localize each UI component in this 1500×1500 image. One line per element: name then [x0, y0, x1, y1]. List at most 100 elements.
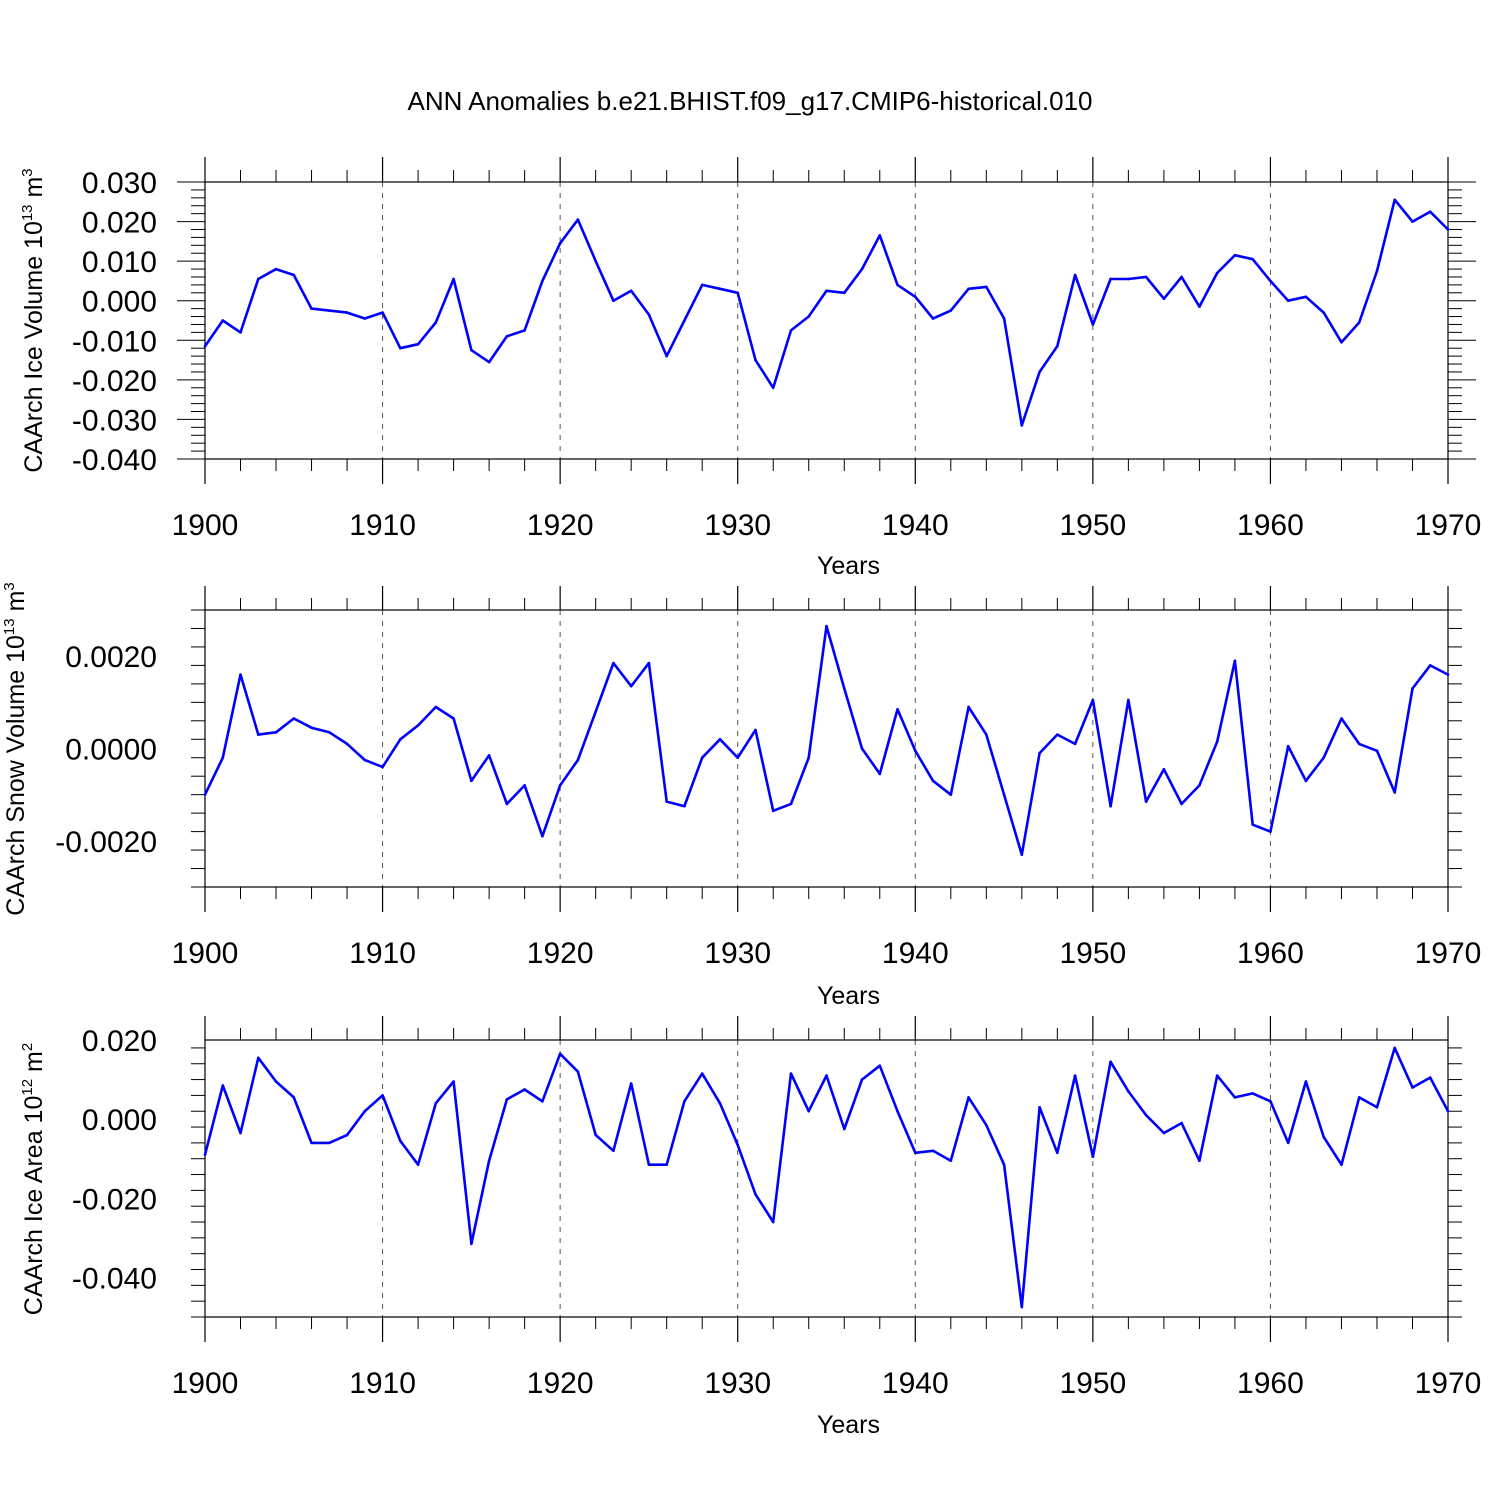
data-point	[310, 307, 313, 310]
y-title-unit: m	[20, 177, 48, 205]
data-point	[328, 309, 331, 312]
x-tick-label: 1900	[172, 1367, 239, 1400]
data-point	[1340, 340, 1343, 344]
x-tick-label: 1950	[1059, 937, 1126, 970]
data-point	[1020, 853, 1024, 856]
data-point	[612, 299, 615, 303]
data-point	[1340, 717, 1343, 720]
data-point	[1428, 664, 1432, 667]
data-point	[1162, 297, 1166, 301]
data-point	[1144, 1113, 1148, 1117]
data-point	[1020, 424, 1024, 427]
data-point	[842, 291, 846, 295]
x-tick-label: 1930	[704, 1367, 771, 1400]
data-point	[860, 1078, 864, 1081]
data-point	[1428, 1076, 1432, 1079]
data-point	[1411, 220, 1414, 223]
data-point	[558, 242, 562, 245]
data-point	[381, 1094, 384, 1097]
data-point	[1375, 749, 1379, 753]
y-axis-title: CAArch Ice Area 1012 m2	[19, 1043, 48, 1315]
data-point	[1038, 751, 1041, 755]
data-point	[1233, 1096, 1237, 1099]
data-point	[523, 329, 526, 332]
data-point	[292, 717, 296, 720]
data-point	[683, 319, 686, 322]
y-title-exponent: 13	[19, 204, 36, 221]
x-tick-label: 1940	[882, 1367, 949, 1400]
data-point	[1056, 344, 1059, 348]
x-axis-title: Years	[817, 552, 880, 580]
data-point	[1269, 279, 1272, 283]
data-point	[541, 1100, 544, 1103]
y-tick-label: 0.000	[82, 1104, 157, 1137]
data-point	[203, 1153, 207, 1157]
data-point	[399, 346, 402, 350]
data-point	[860, 267, 864, 271]
data-point	[1073, 273, 1077, 277]
data-point	[434, 705, 438, 709]
data-point	[1304, 779, 1308, 783]
data-point	[1162, 1131, 1166, 1135]
data-point	[985, 733, 988, 736]
data-point	[771, 809, 775, 813]
panels: -0.040 -0.030 -0.020 -0.010 0.000 0.010 0.020 0…	[1, 157, 1481, 1439]
y-tick-label: 0.000	[82, 286, 157, 319]
data-point	[842, 687, 846, 690]
data-point	[807, 1109, 811, 1113]
y-title-main: CAArch Ice Area 10	[20, 1096, 48, 1316]
data-point	[913, 749, 917, 753]
data-point	[274, 1080, 278, 1083]
data-point	[416, 1163, 420, 1166]
x-tick-label: 1950	[1059, 509, 1126, 542]
data-point	[594, 1133, 597, 1137]
data-point	[967, 1096, 970, 1099]
x-tick-label: 1940	[882, 509, 949, 542]
data-point	[1393, 198, 1397, 202]
data-point	[399, 737, 402, 741]
data-point	[1002, 317, 1006, 320]
data-point	[1038, 1105, 1041, 1109]
y-title-unit-exponent: 3	[19, 168, 36, 176]
data-point	[1428, 210, 1432, 213]
data-point	[967, 705, 970, 709]
data-point	[416, 724, 420, 727]
y-tick-label: -0.010	[72, 325, 157, 358]
data-point	[452, 277, 455, 281]
data-point	[363, 317, 367, 320]
data-point	[576, 218, 580, 221]
data-point	[1091, 323, 1095, 326]
data-point	[878, 772, 882, 776]
chart-title: ANN Anomalies b.e21.BHIST.f09_g17.CMIP6-…	[407, 86, 1092, 116]
data-point	[1357, 742, 1361, 746]
data-point	[878, 1064, 882, 1068]
y-tick-label: -0.030	[72, 404, 157, 437]
data-point	[470, 1242, 473, 1246]
data-point	[1233, 253, 1237, 257]
data-point	[452, 1080, 455, 1083]
data-point	[452, 717, 455, 720]
data-point	[541, 834, 544, 838]
data-point	[1286, 744, 1290, 748]
data-point	[399, 1139, 402, 1143]
data-point	[754, 1193, 757, 1196]
data-point	[292, 1096, 296, 1099]
data-point	[896, 283, 899, 287]
data-point	[1056, 1151, 1059, 1155]
data-point	[612, 1149, 615, 1153]
data-point	[736, 1143, 740, 1147]
data-point	[1393, 1046, 1397, 1050]
data-point	[612, 661, 615, 665]
data-point	[558, 784, 562, 787]
data-point	[310, 726, 313, 730]
data-point	[381, 311, 384, 314]
data-point	[1393, 791, 1397, 794]
data-point	[1269, 1100, 1272, 1103]
data-point	[736, 756, 740, 760]
y-title-unit-exponent: 2	[19, 1043, 36, 1051]
data-point	[665, 800, 668, 803]
x-tick-label: 1910	[349, 937, 416, 970]
data-point	[594, 710, 597, 713]
x-tick-label: 1970	[1415, 509, 1482, 542]
data-point	[825, 289, 828, 293]
